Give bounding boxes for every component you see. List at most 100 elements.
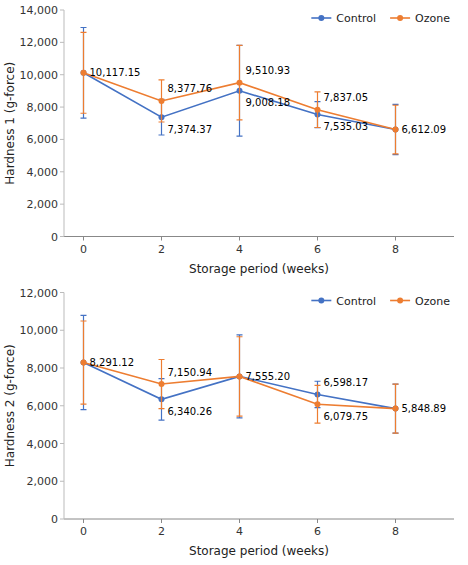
error-bar [237, 335, 243, 418]
error-bar [315, 385, 321, 423]
y-tick-label: 12,000 [20, 287, 59, 300]
y-tick [60, 519, 64, 520]
y-tick [60, 292, 64, 293]
error-bar [159, 80, 165, 122]
data-label: 6,079.75 [324, 411, 369, 422]
data-label: 7,555.20 [246, 371, 291, 382]
y-tick-label: 10,000 [20, 69, 59, 82]
y-axis-label: Hardness 2 (g-force) [3, 344, 17, 467]
legend-item: Ozone [390, 295, 450, 308]
data-point [315, 401, 321, 407]
x-axis-label: Storage period (weeks) [189, 262, 329, 276]
plot-area [81, 315, 399, 433]
data-label: 9,510.93 [246, 65, 291, 76]
x-tick [161, 237, 162, 241]
data-label: 7,837.05 [324, 92, 369, 103]
error-bar [81, 32, 87, 113]
data-point [393, 406, 399, 412]
data-point [81, 70, 87, 76]
y-tick-label: 4,000 [27, 438, 59, 451]
y-tick [60, 330, 64, 331]
x-tick-label: 4 [236, 243, 243, 256]
data-label: 6,340.26 [168, 406, 213, 417]
x-tick [161, 519, 162, 523]
data-label: 9,008.18 [246, 97, 291, 108]
chart-panel: 0246802,0004,0006,0008,00010,00012,00014… [3, 4, 454, 276]
x-tick [83, 237, 84, 241]
y-tick-label: 6,000 [27, 133, 59, 146]
data-label: 6,612.09 [402, 124, 447, 135]
data-label: 8,377.76 [168, 83, 213, 94]
data-point [393, 127, 399, 133]
data-label: 7,535.03 [324, 121, 369, 132]
legend-label: Ozone [415, 12, 450, 25]
x-axis-label: Storage period (weeks) [189, 544, 329, 558]
legend-marker [397, 15, 403, 21]
data-label: 10,117.15 [90, 67, 141, 78]
y-tick [60, 481, 64, 482]
chart-panel: 0246802,0004,0006,0008,00010,00012,000St… [3, 287, 454, 559]
error-bar [159, 359, 165, 408]
y-tick-label: 8,000 [27, 101, 59, 114]
x-tick-label: 8 [392, 525, 399, 538]
y-axis-label: Hardness 1 (g-force) [3, 62, 17, 185]
x-tick-label: 0 [80, 525, 87, 538]
error-bar [237, 45, 243, 136]
y-tick [60, 443, 64, 444]
x-tick-label: 6 [314, 525, 321, 538]
data-label: 8,291.12 [90, 357, 135, 368]
legend-label: Control [336, 12, 376, 25]
data-point [237, 80, 243, 86]
y-axis-line [64, 10, 65, 237]
data-point [393, 406, 399, 412]
y-tick-label: 12,000 [20, 36, 59, 49]
data-labels: 10,117.157,374.379,008.187,535.036,612.0… [90, 65, 447, 135]
error-bar [393, 104, 399, 154]
figure: 0 2 4 6 8 0 2,000 4,000 6,000 8,000 10,000 12,000 14… [0, 0, 468, 565]
legend-item: Control [311, 12, 376, 25]
legend-item: Ozone [390, 12, 450, 25]
y-tick-label: 6,000 [27, 400, 59, 413]
y-tick-label: 4,000 [27, 166, 59, 179]
data-point [159, 381, 165, 387]
y-tick-label: 2,000 [27, 198, 59, 211]
y-tick-label: 2,000 [27, 475, 59, 488]
x-tick [317, 237, 318, 241]
y-tick-label: 0 [51, 231, 58, 244]
y-tick-label: 0 [51, 513, 58, 526]
y-tick-label: 14,000 [20, 4, 59, 17]
error-bar [393, 384, 399, 433]
y-tick-label: 10,000 [20, 324, 59, 337]
y-tick [60, 405, 64, 406]
error-bar [81, 315, 87, 409]
y-tick [60, 107, 64, 108]
legend: Control Ozone [311, 12, 450, 25]
x-tick [317, 519, 318, 523]
data-point [237, 373, 243, 379]
y-tick [60, 139, 64, 140]
legend-label: Control [336, 295, 376, 308]
y-tick [60, 42, 64, 43]
error-bar [393, 105, 399, 154]
y-tick [60, 10, 64, 11]
plot-area [81, 28, 399, 155]
legend: Control Ozone [311, 295, 450, 308]
x-tick-label: 4 [236, 525, 243, 538]
x-tick [395, 237, 396, 241]
data-point [81, 360, 87, 366]
data-point [315, 107, 321, 113]
legend-marker [318, 15, 324, 21]
data-label: 7,150.94 [168, 367, 213, 378]
y-tick [60, 74, 64, 75]
y-tick [60, 368, 64, 369]
x-tick-label: 2 [158, 243, 165, 256]
error-bar [393, 384, 399, 433]
x-tick-label: 8 [392, 243, 399, 256]
data-point [237, 373, 243, 379]
error-bar [81, 321, 87, 404]
x-tick [239, 237, 240, 241]
y-tick-label: 8,000 [27, 362, 59, 375]
data-point [159, 98, 165, 104]
data-point [393, 127, 399, 133]
y-tick [60, 171, 64, 172]
